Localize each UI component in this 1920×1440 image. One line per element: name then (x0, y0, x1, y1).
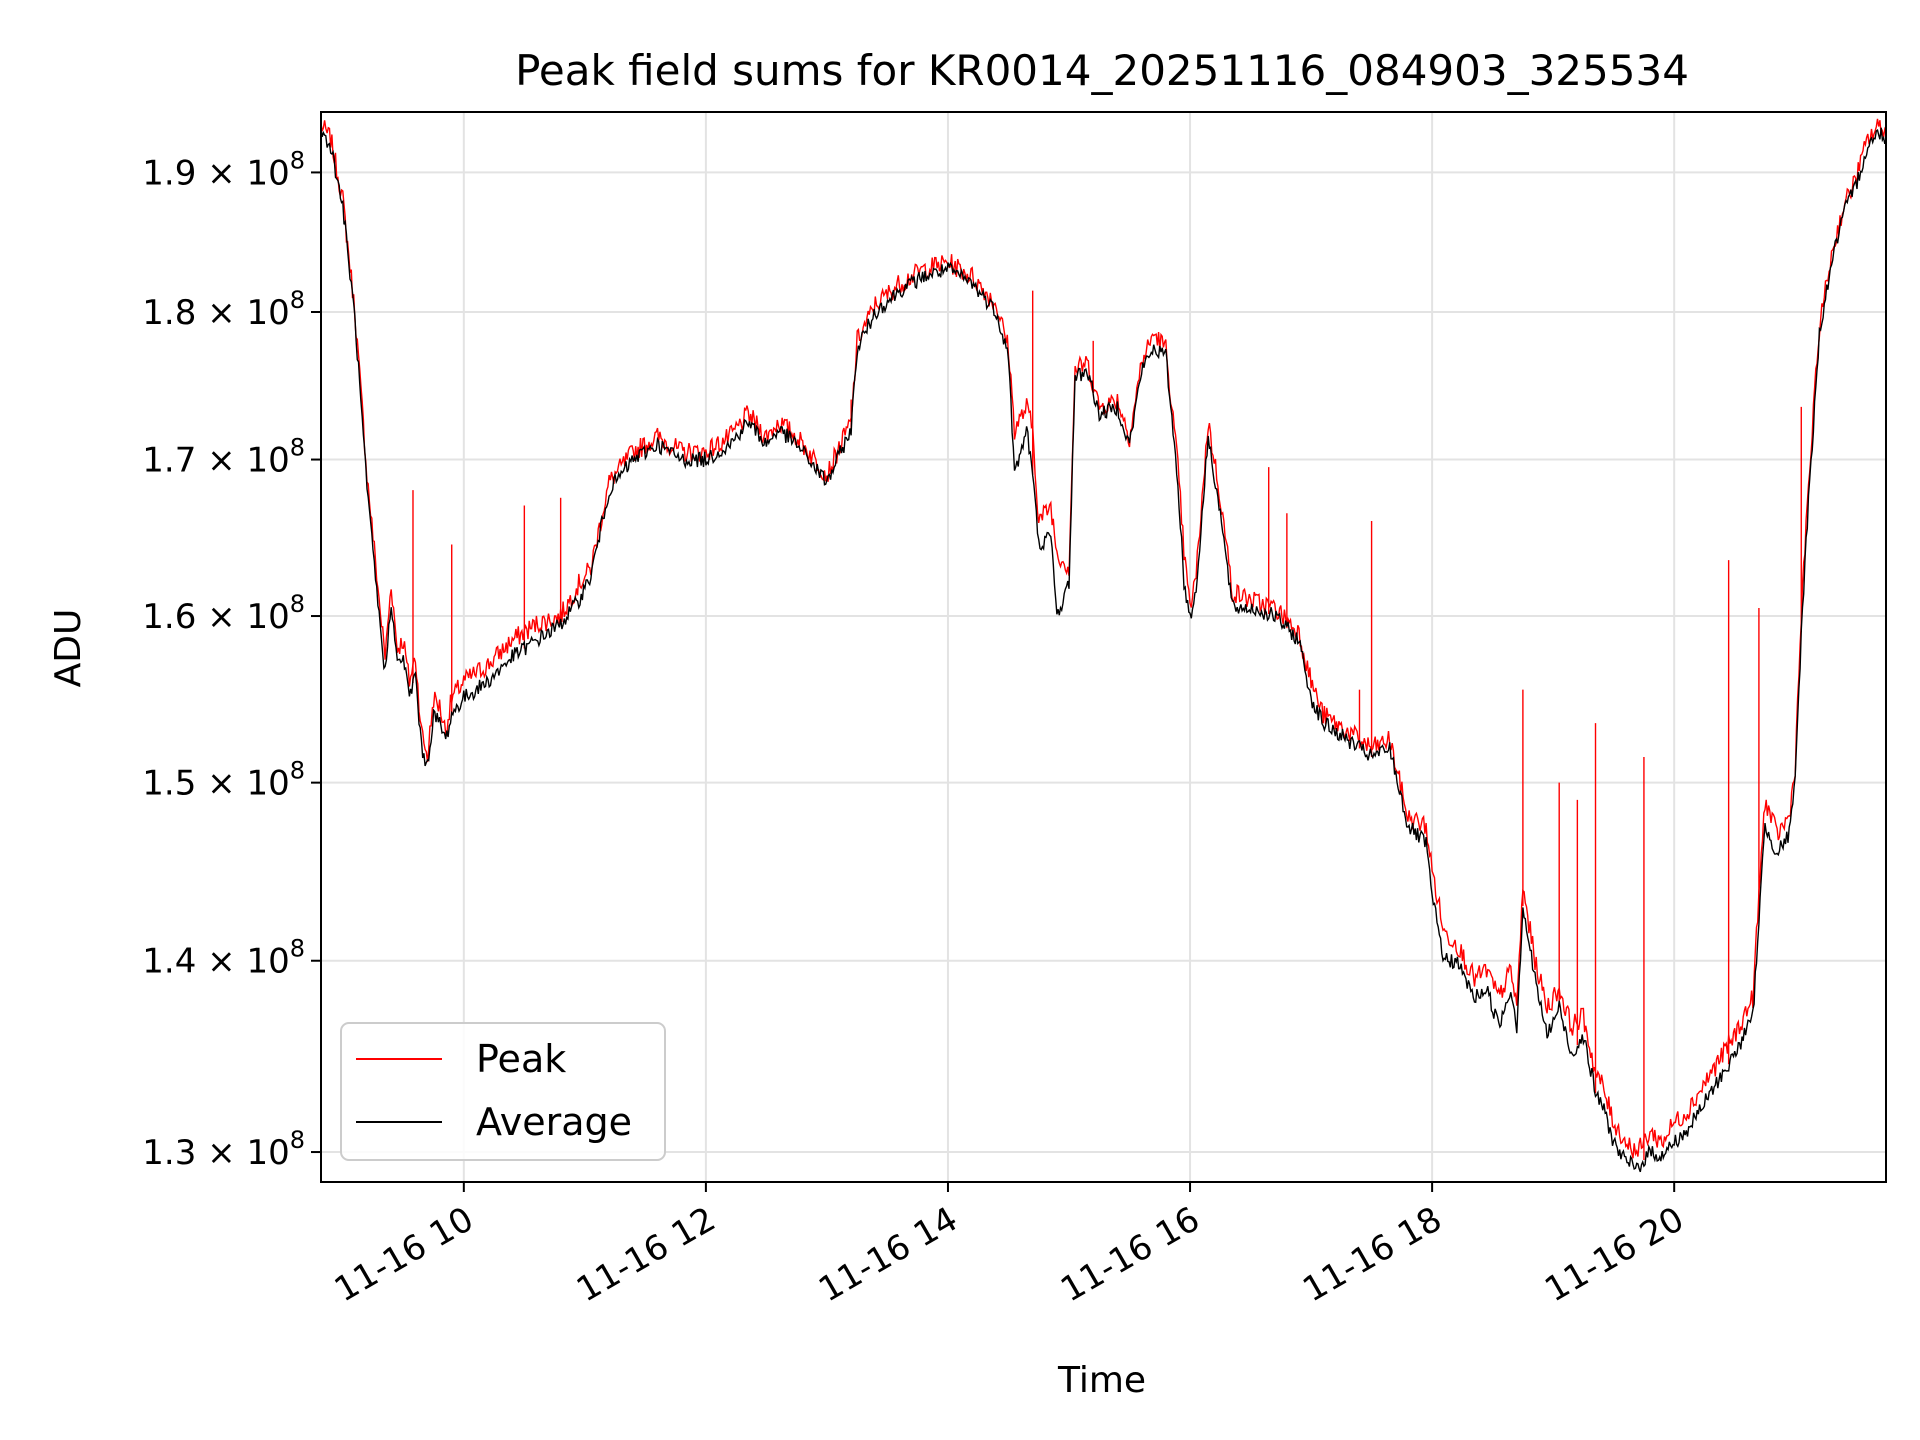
y-axis: 1.3 × 108 1.4 × 108 1.5 × 108 1.6 × 108 1.7 … (142, 146, 321, 1173)
y-tick-label: 1.9 × 108 (142, 146, 305, 193)
legend-box (340, 1022, 666, 1161)
y-tick-label: 1.7 × 108 (142, 434, 305, 481)
y-tick-label: 1.3 × 108 (142, 1126, 305, 1173)
y-gridlines (321, 171, 1886, 1154)
chart-title: Peak field sums for KR0014_20251116_0849… (515, 46, 1689, 95)
legend-peak-label: Peak (476, 1037, 566, 1081)
y-tick-label: 1.8 × 108 (142, 286, 305, 333)
legend-average-label: Average (476, 1100, 632, 1144)
plot-frame (320, 111, 1887, 1183)
x-gridlines (462, 112, 1676, 1182)
y-axis-label: ADU (48, 609, 89, 688)
average-line (321, 127, 1886, 1173)
y-tick-label: 1.5 × 108 (142, 757, 305, 804)
y-tick-label: 1.4 × 108 (142, 935, 305, 982)
legend: Peak Average (340, 1022, 666, 1161)
average-series (321, 127, 1886, 1173)
x-axis-label: Time (1057, 1360, 1146, 1401)
y-tick-label: 1.6 × 108 (142, 590, 305, 637)
